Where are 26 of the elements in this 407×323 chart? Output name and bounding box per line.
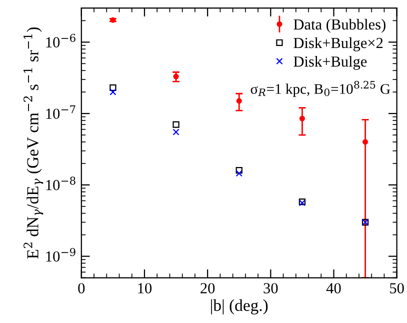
x-tick-label: 20 xyxy=(200,283,215,294)
legend-label: Disk+Bulge xyxy=(294,56,367,70)
legend-label: Data (Bubbles) xyxy=(294,18,386,33)
text: E$^{2}$ dN$_{γ}$/dE$_{γ}$ (GeV cm$^{−2}$ s$^{−1}$ sr$^{−1}$) xyxy=(24,27,44,259)
point xyxy=(236,98,242,104)
y-tick-label: 10$^{−8}$ xyxy=(46,176,76,190)
point xyxy=(172,121,180,128)
y-tick-label: 10$^{−7}$ xyxy=(46,105,76,119)
x-tick-label: 0 xyxy=(78,283,85,294)
y-tick-label: 10$^{−9}$ xyxy=(46,248,76,262)
point xyxy=(172,128,180,136)
point xyxy=(110,88,116,96)
x-tick-label: 40 xyxy=(326,283,341,294)
y-tick-label: 10$^{−6}$ xyxy=(46,34,76,48)
point xyxy=(173,74,179,80)
x-tick-label: 50 xyxy=(390,283,404,294)
point xyxy=(236,167,242,174)
x-tick-label: 10 xyxy=(138,283,152,294)
point xyxy=(236,170,242,177)
legend-label: Disk+Bulge×2 xyxy=(294,37,383,52)
x-axis-title: |b| (deg.) xyxy=(211,299,268,314)
point xyxy=(110,84,116,92)
x-tick-label: 30 xyxy=(264,283,278,294)
annotation: σ$_{R}$=1 kpc, B$_{0}$=10$^{8.25}$ G xyxy=(250,80,390,97)
point xyxy=(299,116,305,122)
point xyxy=(362,139,368,145)
